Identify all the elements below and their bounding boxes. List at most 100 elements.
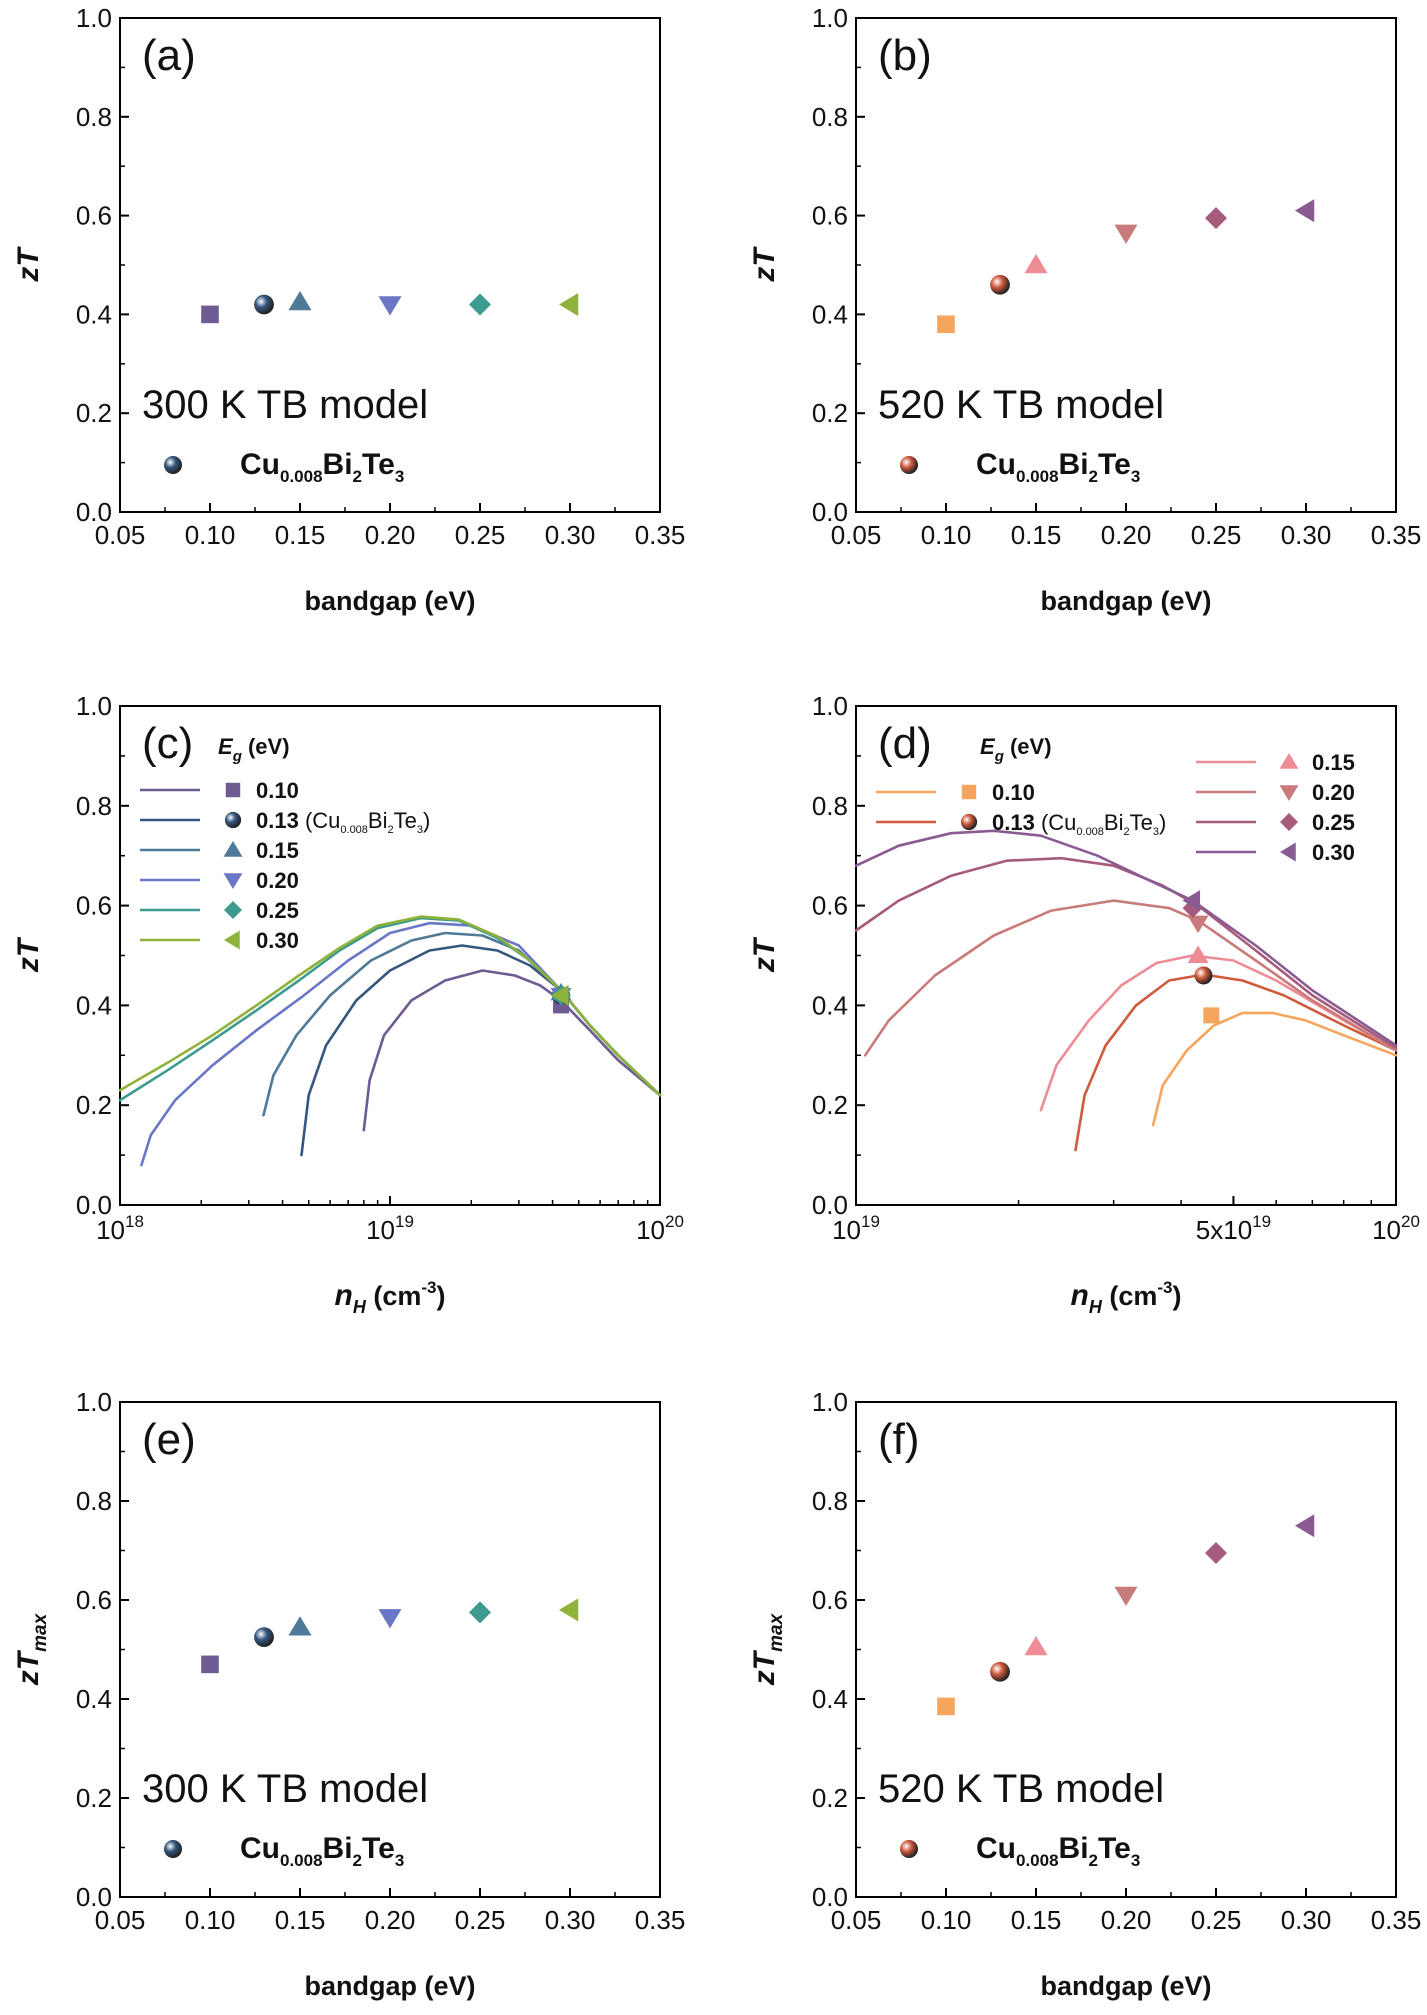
legend-sphere-marker	[900, 456, 918, 474]
sample-legend-label: Cu0.008Bi2Te3	[976, 1832, 1140, 1870]
x-tick-label: 1020	[636, 1212, 684, 1245]
legend-label-0.13: 0.13 (Cu0.008Bi2Te3)	[992, 810, 1166, 838]
series-line-0.13	[300, 944, 662, 1157]
legend-label-0.15: 0.15	[1312, 750, 1355, 775]
x-tick-label: 0.15	[1011, 1905, 1062, 1935]
x-axis-label: bandgap (eV)	[1040, 1971, 1211, 2001]
series-line-0.20	[140, 921, 662, 1167]
y-tick-label: 0.2	[812, 1090, 848, 1120]
series-line-0.25	[854, 856, 1398, 1050]
y-tick-label: 0.2	[76, 398, 112, 428]
series-line-0.25	[118, 916, 662, 1102]
legend-marker-0.30	[224, 930, 240, 950]
data-point-square	[937, 1697, 955, 1716]
x-tick-label: 0.35	[1371, 1905, 1422, 1935]
series-line-0.10	[1151, 1011, 1398, 1127]
legend-marker-0.10	[961, 784, 977, 800]
x-tick-label: 0.30	[545, 520, 596, 550]
data-point-sphere	[990, 1661, 1010, 1682]
data-point-triangle-up	[1024, 1636, 1048, 1656]
x-tick-label: 0.30	[545, 1905, 596, 1935]
legend-sphere-marker	[164, 1840, 182, 1858]
y-tick-label: 0.4	[76, 299, 112, 329]
legend-marker-0.30	[1280, 842, 1296, 862]
panel-c: 0.0 0.2 0.4 0.6 0.8 1.0 1018 1019 1020 (c) zT nH (c…	[12, 691, 684, 1317]
data-point-square	[201, 305, 219, 324]
legend-marker-0.13	[224, 811, 242, 829]
y-tick-label: 0.8	[812, 791, 848, 821]
panel-label: (e)	[142, 1415, 196, 1464]
x-tick-label: 0.25	[1191, 1905, 1242, 1935]
model-annotation: 300 K TB model	[142, 383, 428, 427]
y-tick-label: 0.4	[812, 299, 848, 329]
series-line-0.13	[1074, 973, 1398, 1152]
x-tick-label: 0.15	[275, 520, 326, 550]
panel-a: 0.0 0.2 0.4 0.6 0.8 1.0 0.05 0.10 0.15 0.20 0.25 0.…	[12, 3, 685, 616]
x-tick-label: 0.10	[185, 1905, 236, 1935]
y-tick-label: 0.8	[812, 102, 848, 132]
y-tick-label: 0.0	[812, 497, 848, 527]
legend-label-0.30: 0.30	[1312, 840, 1355, 865]
x-tick-label: 0.15	[1011, 520, 1062, 550]
y-tick-label: 0.0	[76, 1882, 112, 1912]
plot-frame	[855, 1401, 1397, 1898]
y-tick-label: 0.8	[76, 102, 112, 132]
x-tick-label: 0.05	[95, 520, 146, 550]
legend-marker-0.10	[225, 782, 241, 798]
y-tick-label: 0.8	[76, 791, 112, 821]
y-axis-label: zT	[12, 936, 45, 973]
y-tick-label: 0.4	[812, 990, 848, 1020]
legend-title: Eg (eV)	[980, 734, 1052, 765]
x-tick-label: 0.05	[95, 1905, 146, 1935]
panel-d: 0.0 0.2 0.4 0.6 0.8 1.0 1019 5x1019 1020 (d) zT nH …	[748, 691, 1420, 1317]
y-tick-label: 0.8	[812, 1486, 848, 1516]
x-tick-label: 0.35	[635, 1905, 686, 1935]
y-tick-label: 0.6	[812, 1585, 848, 1615]
legend-label-0.25: 0.25	[256, 898, 299, 923]
data-point-triangle-down	[1114, 224, 1138, 244]
x-tick-label: 0.15	[275, 1905, 326, 1935]
x-tick-label: 1020	[1372, 1212, 1420, 1245]
legend-marker-0.13	[960, 813, 978, 831]
plot-frame	[119, 1401, 661, 1898]
data-point-sphere	[254, 294, 274, 315]
data-point-diamond	[1205, 1541, 1227, 1564]
series-line-0.15	[1039, 954, 1398, 1112]
data-point-triangle-up	[288, 1616, 312, 1636]
y-axis-label: zTmax	[12, 1612, 51, 1686]
model-annotation: 520 K TB model	[878, 1767, 1164, 1811]
data-point-triangle-left	[1295, 1514, 1315, 1538]
series-marker-0.13	[1194, 966, 1213, 985]
x-tick-label: 0.35	[635, 520, 686, 550]
x-tick-label: 0.05	[831, 1905, 882, 1935]
data-point-triangle-left	[559, 1598, 579, 1622]
x-axis-label: nH (cm-3)	[1071, 1278, 1182, 1317]
y-tick-label: 0.6	[812, 891, 848, 921]
legend-marker-0.25	[224, 901, 242, 919]
data-point-triangle-up	[288, 291, 312, 311]
series-line-0.30	[854, 829, 1398, 1047]
data-point-triangle-down	[1114, 1586, 1138, 1607]
series-marker-0.30	[1182, 890, 1201, 912]
y-tick-label: 0.0	[812, 1190, 848, 1220]
data-point-sphere	[990, 274, 1010, 295]
y-tick-label: 0.4	[76, 1684, 112, 1714]
y-tick-label: 0.4	[812, 1684, 848, 1714]
data-point-square	[937, 315, 955, 334]
legend-title: Eg (eV)	[218, 734, 290, 765]
model-annotation: 300 K TB model	[142, 1767, 428, 1811]
legend-label-0.30: 0.30	[256, 928, 299, 953]
legend-marker-0.15	[1279, 753, 1299, 769]
y-tick-label: 0.0	[812, 1882, 848, 1912]
x-tick-label: 0.35	[1371, 520, 1422, 550]
legend-label-0.10: 0.10	[992, 780, 1035, 805]
data-point-triangle-down	[378, 1609, 402, 1629]
legend-marker-0.20	[223, 873, 243, 889]
plot-frame	[855, 17, 1397, 513]
legend-label-0.15: 0.15	[256, 838, 299, 863]
x-axis-label: bandgap (eV)	[1040, 586, 1211, 616]
y-tick-label: 1.0	[812, 1387, 848, 1417]
x-tick-label: 0.10	[185, 520, 236, 550]
panel-label: (c)	[142, 719, 193, 768]
